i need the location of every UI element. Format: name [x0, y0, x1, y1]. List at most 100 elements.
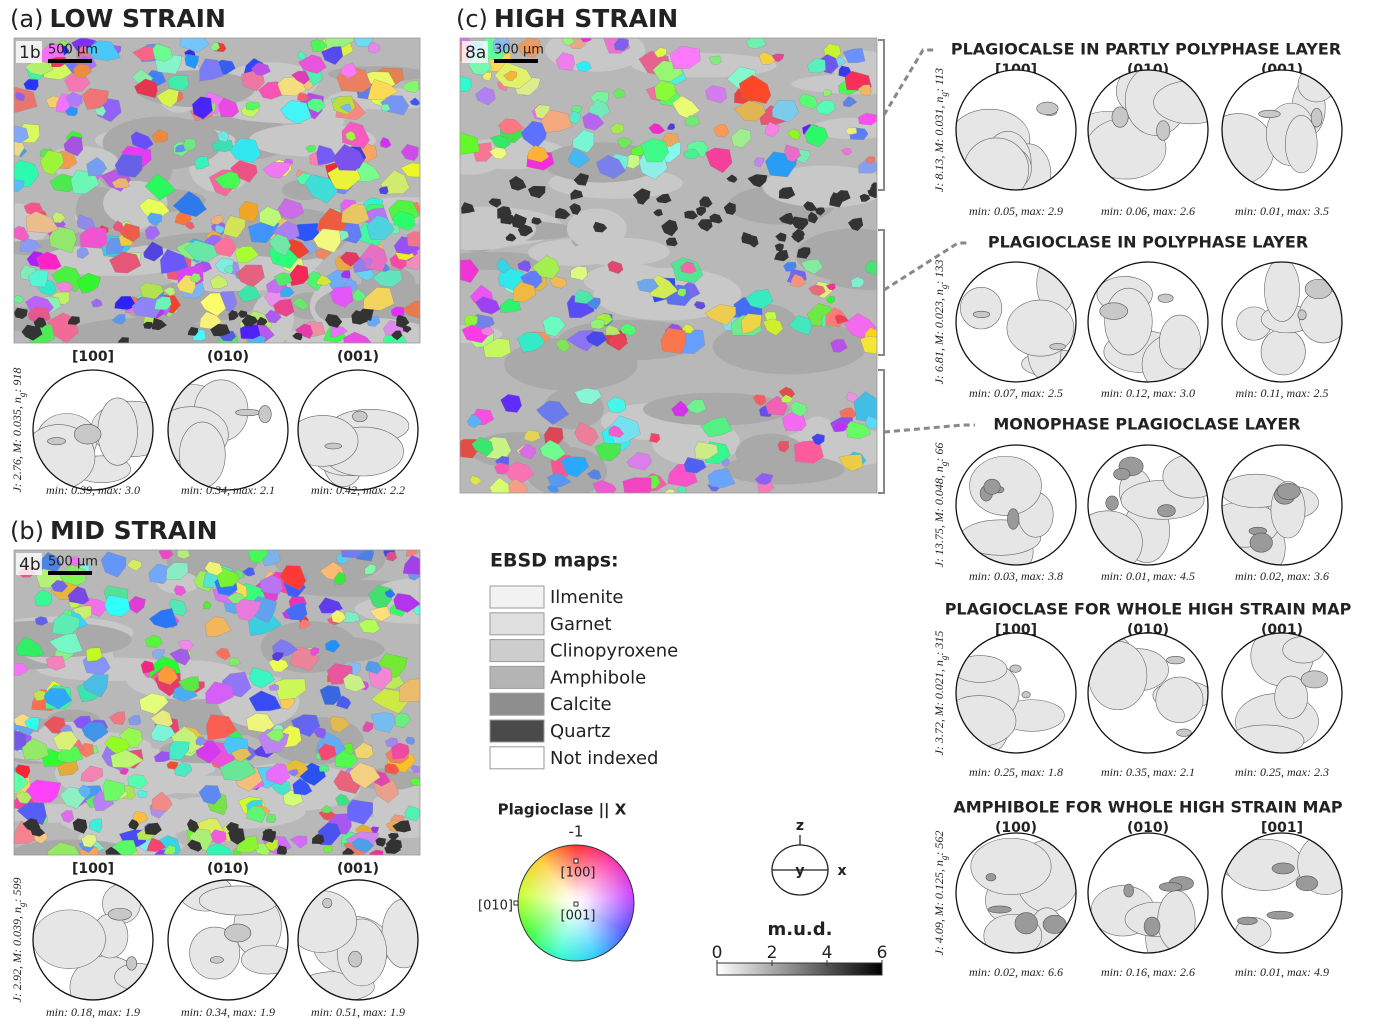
- grain: [697, 219, 713, 232]
- contour: [956, 655, 1008, 683]
- grain: [218, 97, 239, 118]
- grain: [273, 272, 293, 287]
- grain: [547, 472, 572, 488]
- grain: [840, 147, 853, 156]
- pf-outline: [1221, 632, 1343, 754]
- contour-high: [985, 873, 997, 882]
- contour: [241, 945, 288, 975]
- grain: [187, 818, 200, 833]
- pf-outline: [32, 879, 154, 1001]
- pf-header: (010): [1127, 820, 1169, 836]
- grain: [265, 729, 285, 743]
- grain: [406, 231, 420, 247]
- grain: [271, 651, 285, 662]
- grain: [772, 100, 799, 123]
- grain: [781, 412, 807, 431]
- pole-figure: [955, 261, 1077, 383]
- contours: [1088, 833, 1208, 953]
- grain: [593, 221, 608, 233]
- grain: [20, 237, 42, 253]
- stats-count: : 113: [932, 68, 946, 92]
- pole-figure: [1221, 261, 1343, 383]
- grain: [781, 394, 794, 404]
- grain: [660, 327, 686, 354]
- grain: [616, 137, 633, 149]
- grain: [30, 825, 46, 837]
- grain: [518, 443, 536, 460]
- grain: [683, 457, 707, 474]
- contour-high: [1297, 309, 1307, 321]
- grain: [265, 813, 277, 823]
- contour-high: [324, 442, 342, 450]
- grain: [284, 602, 308, 621]
- contour: [1088, 510, 1143, 565]
- grain: [730, 128, 752, 148]
- pf-range: min: 0.06, max: 2.6: [1101, 204, 1195, 218]
- grain: [693, 301, 706, 310]
- grain: [268, 233, 292, 257]
- axis-label: z: [796, 818, 804, 834]
- grain: [825, 295, 835, 304]
- stats-sub: g: [939, 284, 949, 289]
- grain: [380, 169, 410, 195]
- grain: [140, 660, 155, 674]
- grain: [787, 128, 801, 141]
- grain: [144, 173, 176, 201]
- stats-sub: g: [17, 902, 27, 907]
- grain: [475, 86, 496, 106]
- grain: [187, 326, 199, 336]
- pf-range: min: 0.11, max: 2.5: [1235, 386, 1328, 400]
- pole-figure: [1221, 69, 1343, 191]
- pf-outline: [297, 369, 419, 491]
- grain: [399, 678, 420, 703]
- contour: [1297, 70, 1336, 103]
- grain: [661, 132, 680, 147]
- grain: [86, 157, 108, 177]
- grain: [592, 480, 617, 493]
- section-title: PLAGIOCALSE IN PARTLY POLYPHASE LAYER: [951, 40, 1341, 59]
- scale-bar: [494, 59, 538, 63]
- pf-outline: [1221, 444, 1343, 566]
- grain: [555, 207, 571, 220]
- grain: [517, 331, 546, 353]
- contour-high: [1123, 883, 1134, 898]
- grain: [705, 147, 733, 174]
- pf-range: min: 0.25, max: 1.8: [969, 765, 1063, 779]
- grain: [144, 822, 162, 835]
- grain: [250, 62, 271, 76]
- grain: [228, 657, 241, 666]
- grain: [241, 314, 259, 327]
- grain: [319, 685, 342, 705]
- grain: [34, 589, 52, 607]
- contours: [1222, 633, 1342, 753]
- matrix-phase: [260, 621, 358, 673]
- pf-header: (010): [207, 861, 249, 877]
- ipf-top: -1: [569, 823, 584, 841]
- contour-high: [1143, 916, 1161, 937]
- grain: [825, 283, 836, 291]
- contour-high: [1156, 120, 1171, 141]
- grain: [166, 761, 179, 770]
- grain: [307, 98, 326, 113]
- grain: [229, 137, 261, 164]
- grain: [365, 660, 383, 675]
- grain: [108, 711, 126, 725]
- pf-range: min: 0.03, max: 3.8: [969, 569, 1063, 583]
- section-title: MONOPHASE PLAGIOCLASE LAYER: [993, 415, 1300, 434]
- map-id-box: [462, 41, 488, 63]
- grain: [762, 318, 784, 336]
- grain: [378, 186, 389, 195]
- grain: [796, 247, 811, 259]
- grain: [404, 805, 420, 821]
- stats-count: : 918: [10, 368, 24, 393]
- grain: [509, 175, 527, 191]
- legend-label: Clinopyroxene: [550, 641, 678, 662]
- contour: [33, 909, 106, 969]
- grain: [184, 54, 200, 69]
- contour: [1226, 724, 1305, 753]
- grain: [199, 58, 224, 82]
- contour: [298, 890, 357, 953]
- grain: [471, 437, 494, 457]
- stats-text: J: 6.81, M: 0.023, n: [932, 289, 946, 384]
- grain: [33, 317, 47, 328]
